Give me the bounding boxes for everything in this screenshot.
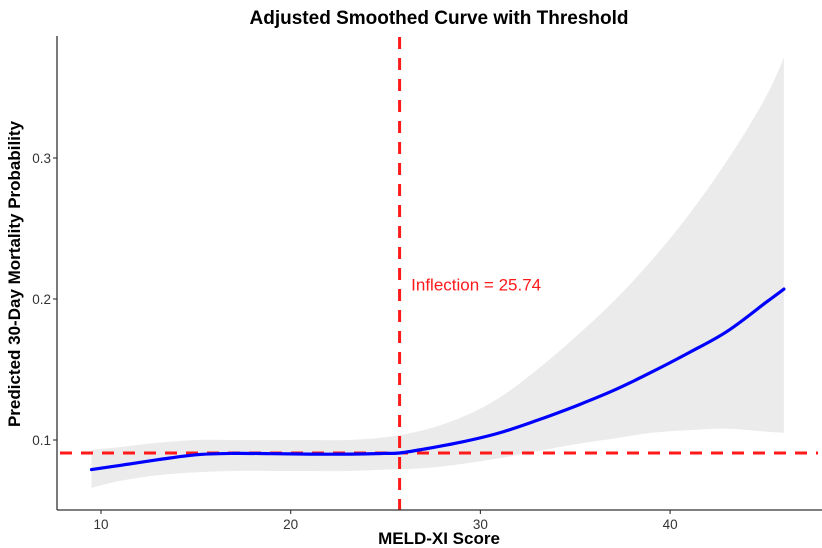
x-ticks: 10 20 30 40 (93, 510, 678, 532)
y-tick-label: 0.1 (32, 433, 51, 448)
inflection-annotation: Inflection = 25.74 (411, 276, 541, 295)
series-line-predicted (89, 287, 786, 472)
y-tick-label: 0.2 (32, 292, 51, 307)
confidence-band (91, 57, 784, 488)
plot-area: Inflection = 25.74 (60, 37, 818, 510)
y-axis-title: Predicted 30-Day Mortality Probability (5, 120, 24, 427)
x-axis-title: MELD-XI Score (378, 529, 500, 548)
x-tick-label: 40 (663, 517, 678, 532)
y-tick-label: 0.3 (32, 151, 51, 166)
y-ticks: 0.1 0.2 0.3 (32, 151, 57, 448)
x-tick-label: 30 (473, 517, 488, 532)
x-tick-label: 20 (283, 517, 298, 532)
x-tick-label: 10 (93, 517, 108, 532)
chart-title: Adjusted Smoothed Curve with Threshold (250, 8, 629, 29)
axes: 10 20 30 40 0.1 0.2 0.3 MELD-XI Score Pr… (5, 36, 822, 548)
